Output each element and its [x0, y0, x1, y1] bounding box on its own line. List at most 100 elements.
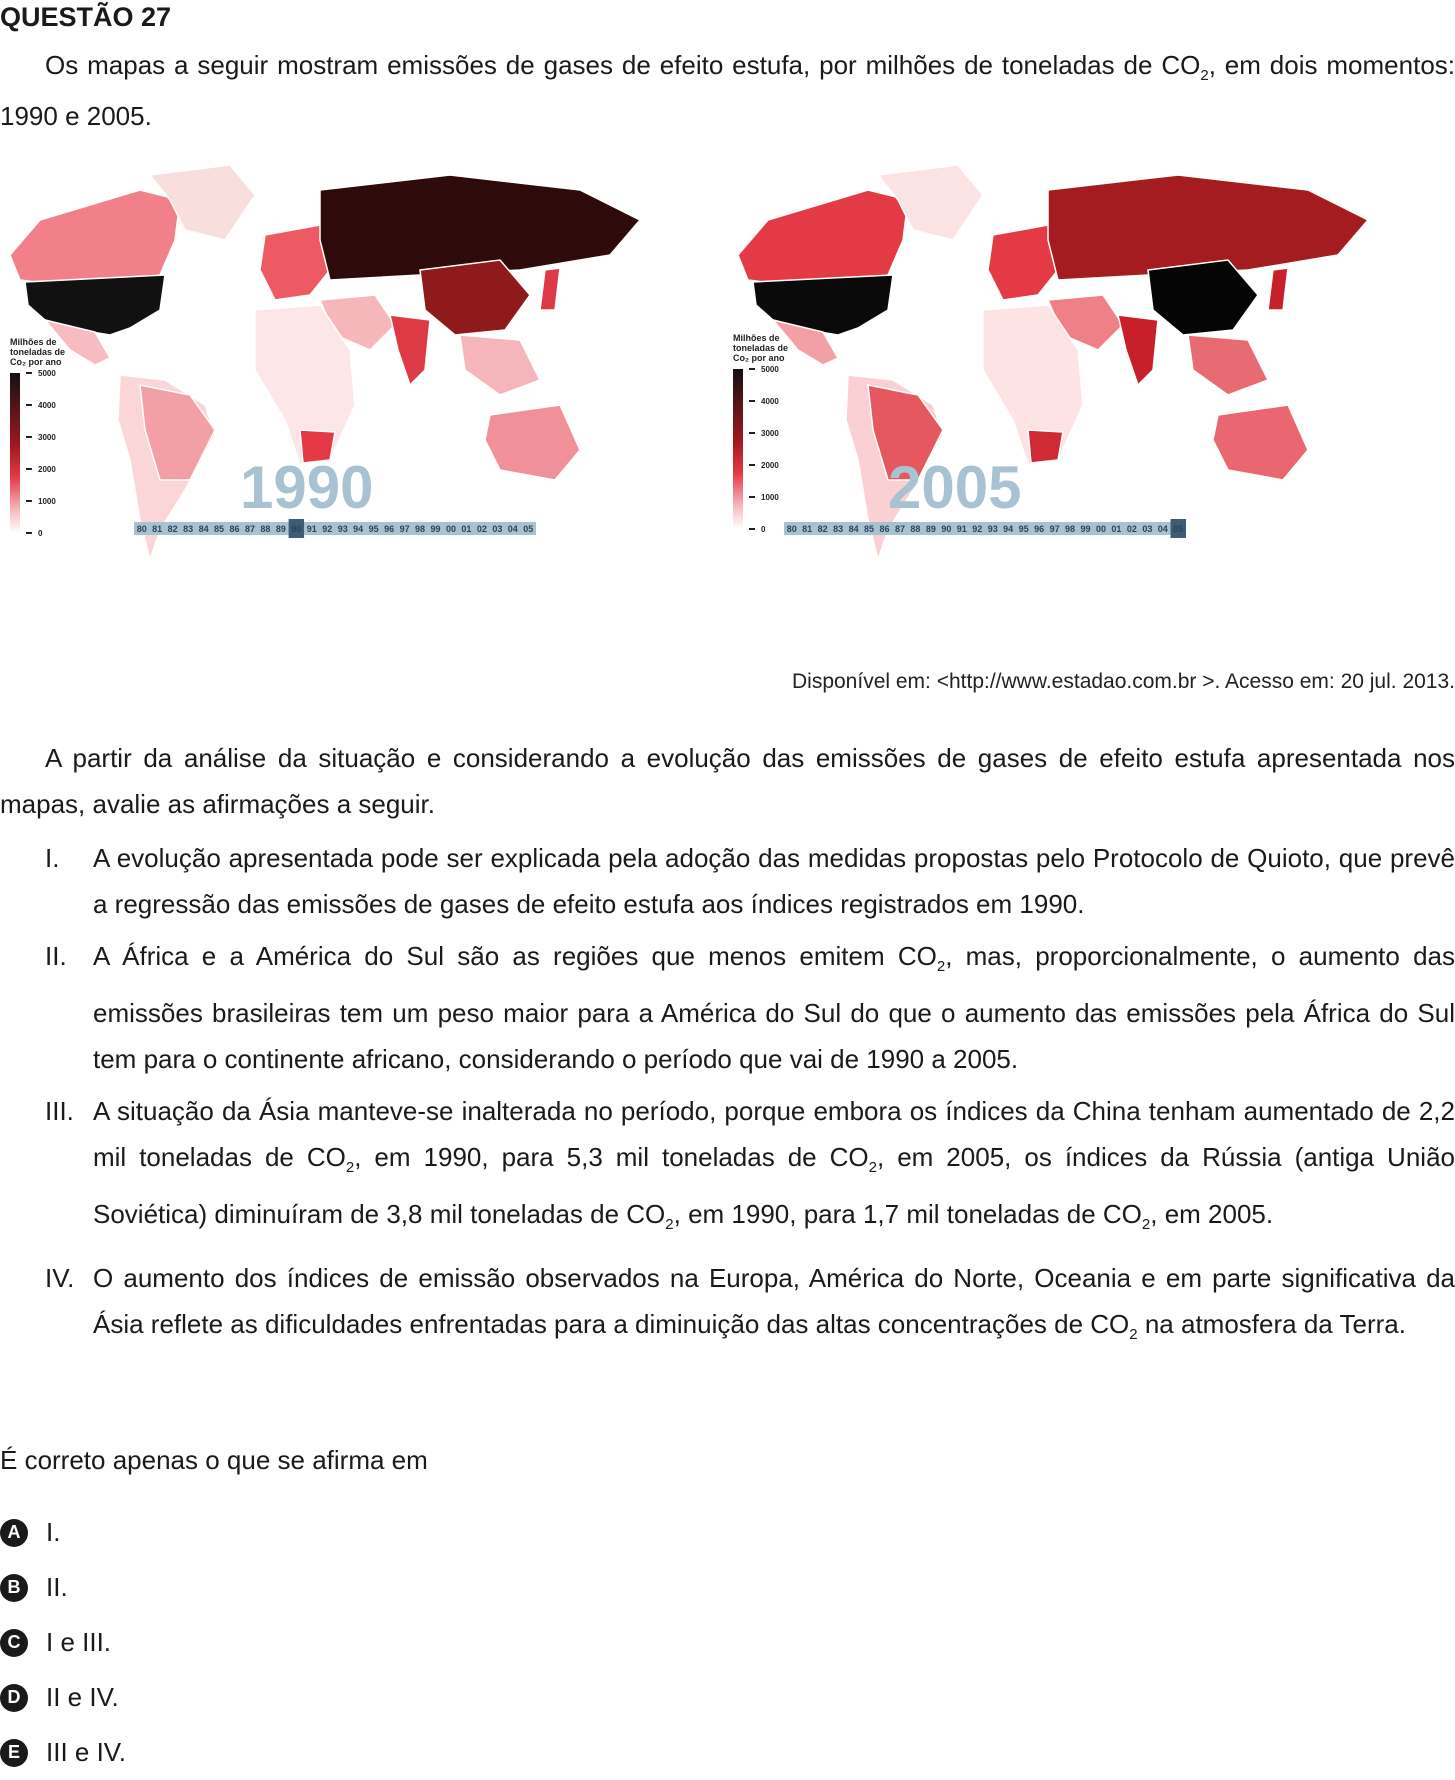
timeline-year: 95: [369, 524, 379, 534]
legend-title-line: Co₂ por ano: [10, 357, 62, 367]
region-china: [1147, 259, 1259, 336]
region-usa: [24, 274, 166, 336]
option-b[interactable]: B II.: [0, 1560, 126, 1615]
option-a[interactable]: A I.: [0, 1505, 126, 1560]
statement-subscript: 2: [868, 1159, 877, 1177]
timeline-year: 04: [1158, 524, 1168, 534]
statement-text: , em 2005, os índices da Rússia (antiga …: [93, 1142, 1455, 1230]
region-mexico: [770, 318, 840, 366]
option-letter-badge: B: [0, 1573, 28, 1602]
statement-number: IV.: [45, 1262, 75, 1293]
timeline-year: 82: [818, 524, 828, 534]
legend-tick-label: 2000: [38, 465, 56, 474]
timeline-year: 93: [338, 524, 348, 534]
timeline-year: 02: [1127, 524, 1137, 534]
option-letter-badge: A: [0, 1518, 28, 1547]
timeline-year: 86: [879, 524, 889, 534]
region-japan: [539, 267, 561, 311]
region-canada: [737, 189, 909, 286]
legend-title-line: toneladas de: [733, 343, 788, 353]
statement-subscript: 2: [936, 958, 946, 976]
statement-text: A evolução apresentada pode ser explicad…: [93, 843, 1455, 919]
timeline-year: 81: [152, 524, 162, 534]
option-letter-badge: C: [0, 1628, 28, 1657]
region-south-africa: [299, 429, 336, 464]
timeline-year: 04: [508, 524, 518, 534]
legend-tick-label: 0: [761, 525, 766, 534]
timeline-selected-marker: [288, 519, 305, 538]
statement-text: A situação da Ásia manteve-se inalterada…: [93, 1096, 1455, 1173]
timeline-year: 03: [492, 524, 502, 534]
option-d[interactable]: D II e IV.: [0, 1670, 126, 1725]
statement-text: na atmosfera da Terra.: [1137, 1308, 1406, 1339]
timeline-year: 87: [245, 524, 255, 534]
region-greenland: [148, 164, 256, 241]
timeline-year: 99: [1080, 524, 1090, 534]
statement-number: I.: [45, 843, 60, 873]
timeline-year: 95: [1019, 524, 1029, 534]
legend-color-scale: [733, 369, 743, 529]
statement-text: , em 2005.: [1150, 1199, 1274, 1230]
timeline-year: 97: [1050, 524, 1060, 534]
timeline-year: 96: [1034, 524, 1044, 534]
statement-text: O aumento dos índices de emissão observa…: [93, 1262, 1455, 1339]
timeline-year: 90: [941, 524, 951, 534]
analysis-paragraph: A partir da análise da situação e consid…: [0, 735, 1455, 827]
timeline-year: 82: [168, 524, 178, 534]
legend-tick-label: 1000: [38, 497, 56, 506]
region-russia: [1047, 174, 1370, 281]
option-c[interactable]: C I e III.: [0, 1615, 126, 1670]
region-canada: [9, 189, 181, 286]
option-text: II.: [46, 1572, 68, 1602]
timeline-year: 87: [895, 524, 905, 534]
timeline-year: 81: [802, 524, 812, 534]
timeline-year: 05: [523, 524, 533, 534]
statements-list: I. A evolução apresentada pode ser explic…: [0, 835, 1455, 1364]
timeline-bar: [134, 522, 536, 535]
region-mexico: [42, 318, 112, 366]
statement-text: , em 1990, para 5,3 mil toneladas de CO: [354, 1142, 869, 1173]
region-se-asia: [459, 334, 542, 396]
timeline-year: 00: [446, 524, 456, 534]
timeline-year: 02: [477, 524, 487, 534]
timeline-year: 99: [430, 524, 440, 534]
timeline-year: 91: [307, 524, 317, 534]
region-usa: [752, 274, 894, 336]
statement-item: IV. O aumento dos índices de emissão obse…: [0, 1255, 1455, 1358]
region-india: [1117, 314, 1159, 387]
region-china: [419, 259, 531, 336]
timeline-year: 05: [1173, 524, 1183, 534]
timeline-year: 00: [1096, 524, 1106, 534]
year-label: 2005: [888, 454, 1021, 521]
timeline-year: 98: [1065, 524, 1075, 534]
answer-options: A I. B II. C I e III. D II e IV. E III e IV.: [0, 1505, 126, 1780]
option-text: I e III.: [46, 1627, 112, 1657]
statement-subscript: 2: [1129, 1325, 1138, 1343]
option-text: I.: [46, 1517, 61, 1547]
timeline-year: 89: [926, 524, 936, 534]
timeline-year: 80: [787, 524, 797, 534]
intro-text-end: , em dois momentos: 1990 e 2005.: [0, 50, 1455, 132]
intro-text: Os mapas a seguir mostram emissões de ga…: [45, 50, 1201, 80]
question-prompt: É correto apenas o que se afirma em: [0, 1445, 428, 1475]
statement-item: III. A situação da Ásia manteve-se inalte…: [0, 1088, 1455, 1248]
timeline-year: 80: [137, 524, 147, 534]
timeline-year: 88: [910, 524, 920, 534]
region-se-asia: [1187, 334, 1270, 396]
timeline-year: 01: [1111, 524, 1121, 534]
timeline-year: 98: [415, 524, 425, 534]
option-e[interactable]: E III e IV.: [0, 1725, 126, 1780]
statement-number: II.: [45, 941, 67, 971]
region-russia: [319, 174, 642, 281]
option-text: III e IV.: [46, 1737, 126, 1767]
timeline-year: 88: [260, 524, 270, 534]
timeline-year: 84: [199, 524, 209, 534]
legend-tick-label: 3000: [761, 429, 779, 438]
legend-tick-label: 1000: [761, 493, 779, 502]
statement-subscript: 2: [1141, 1216, 1151, 1234]
region-brazil: [867, 384, 944, 481]
timeline-year: 85: [214, 524, 224, 534]
timeline-year: 93: [988, 524, 998, 534]
